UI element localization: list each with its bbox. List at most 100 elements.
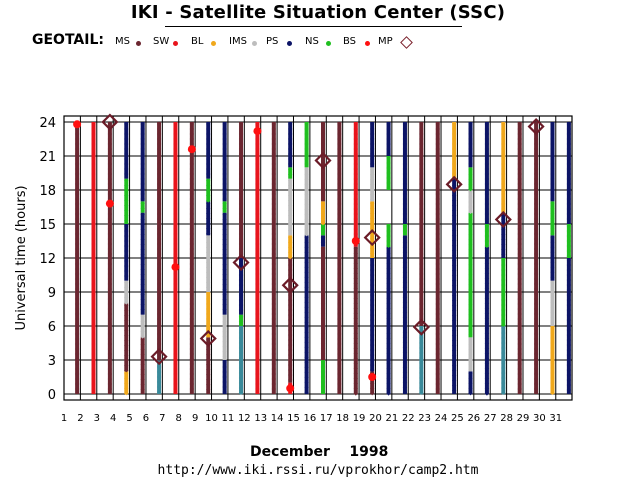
region-tick <box>74 247 80 251</box>
region-tick <box>156 197 162 201</box>
region-tick <box>173 312 178 316</box>
region-tick <box>271 307 277 311</box>
region-tick <box>484 229 490 233</box>
legend-label-bs: BS <box>343 36 357 47</box>
region-tick <box>91 182 96 186</box>
region-tick <box>189 182 195 186</box>
region-tick <box>189 317 195 321</box>
region-tick <box>189 287 195 291</box>
region-tick <box>550 240 555 245</box>
region-tick <box>107 287 113 291</box>
region-tick <box>484 202 490 206</box>
region-tick <box>550 391 555 395</box>
region-tick <box>107 172 113 176</box>
region-tick <box>337 287 342 291</box>
region-tick <box>320 385 326 389</box>
region-tick <box>435 277 440 281</box>
region-tick <box>320 235 326 240</box>
region-tick <box>288 218 293 223</box>
region-tick <box>222 334 227 339</box>
region-tick <box>402 172 408 176</box>
footer-url[interactable]: http://www.iki.rssi.ru/vprokhor/camp2.ht… <box>157 463 479 478</box>
y-tick-label: 12 <box>39 252 56 267</box>
region-tick <box>206 317 211 321</box>
region-tick <box>222 344 227 349</box>
region-tick <box>107 322 113 326</box>
region-tick <box>320 187 326 191</box>
region-tick <box>320 261 326 266</box>
region-tick <box>501 361 506 365</box>
region-tick <box>255 172 260 176</box>
region-tick <box>451 218 457 223</box>
region-tick <box>173 212 178 216</box>
region-tick <box>288 358 293 362</box>
region-tick <box>173 217 178 221</box>
region-tick <box>369 221 375 226</box>
region-tick <box>91 212 96 216</box>
region-tick <box>288 298 293 302</box>
region-tick <box>156 212 162 216</box>
region-tick <box>566 278 572 282</box>
region-tick <box>353 286 358 291</box>
region-tick <box>173 252 178 256</box>
region-tick <box>189 232 195 236</box>
region-tick <box>550 147 555 151</box>
region-tick <box>435 162 440 166</box>
region-tick <box>189 242 195 246</box>
y-tick-label: 0 <box>48 388 56 403</box>
region-tick <box>451 338 457 343</box>
region-tick <box>369 216 375 221</box>
region-tick <box>271 342 277 346</box>
region-tick <box>369 348 375 352</box>
region-tick <box>484 311 490 316</box>
region-tick <box>91 177 96 181</box>
region-tick <box>419 242 424 246</box>
region-tick <box>156 227 162 231</box>
region-tick <box>566 212 572 216</box>
region-tick <box>189 157 195 161</box>
region-tick <box>255 232 260 236</box>
region-tick <box>156 177 162 181</box>
region-tick <box>173 222 178 226</box>
region-tick <box>91 247 96 251</box>
region-tick <box>124 343 129 348</box>
region-tick <box>238 366 244 370</box>
region-tick <box>255 147 260 151</box>
region-tick <box>288 250 293 255</box>
region-tick <box>533 347 539 351</box>
region-tick <box>566 358 572 362</box>
region-tick <box>402 270 408 275</box>
region-tick <box>337 162 342 166</box>
region-tick <box>451 328 457 333</box>
region-tick <box>320 360 326 364</box>
region-tick <box>124 167 129 171</box>
region-tick <box>91 202 96 206</box>
region-tick <box>107 267 113 271</box>
region-tick <box>74 207 80 211</box>
region-tick <box>484 157 490 161</box>
region-tick <box>107 342 113 346</box>
region-tick <box>353 246 358 251</box>
region-tick <box>206 122 211 126</box>
region-tick <box>419 376 424 380</box>
region-tick <box>353 336 358 341</box>
region-tick <box>255 192 260 196</box>
region-tick <box>271 352 277 356</box>
region-tick <box>238 371 244 375</box>
region-tick <box>402 280 408 285</box>
region-tick <box>435 227 440 231</box>
region-tick <box>304 122 309 126</box>
region-tick <box>124 122 129 126</box>
x-tick-label: 12 <box>238 413 251 424</box>
region-tick <box>419 147 424 151</box>
region-tick <box>222 172 227 176</box>
region-tick <box>304 240 309 245</box>
region-tick <box>156 375 162 379</box>
region-tick <box>271 337 277 341</box>
region-tick <box>517 347 522 351</box>
region-tick <box>468 127 473 131</box>
region-tick <box>435 317 440 321</box>
region-tick <box>173 142 178 146</box>
region-tick <box>419 341 424 345</box>
region-tick <box>484 381 490 386</box>
